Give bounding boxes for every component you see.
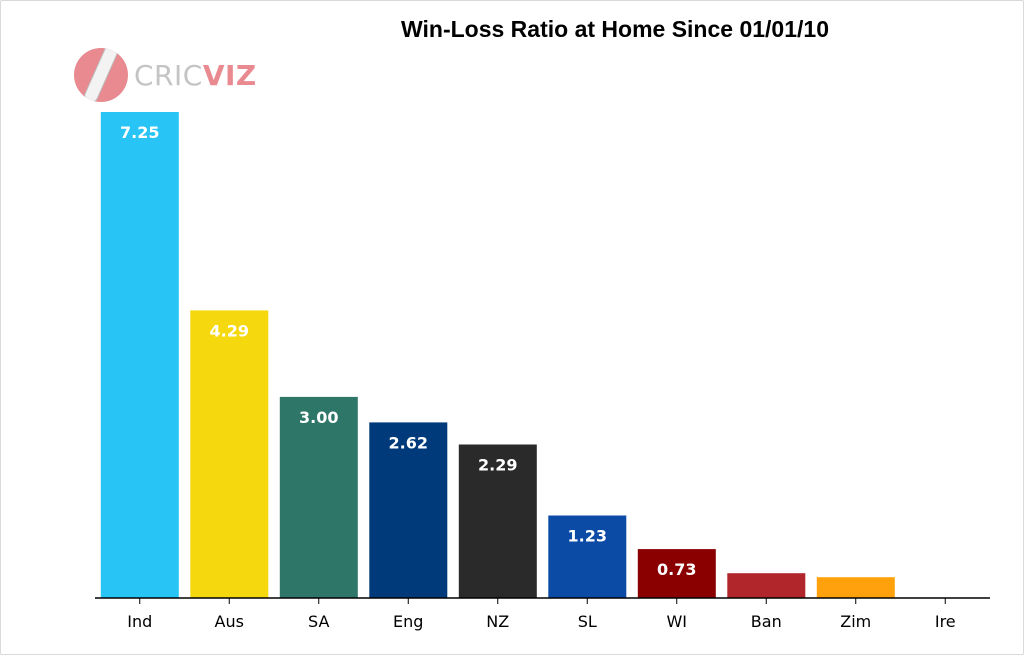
logo-text-plain: CRIC bbox=[134, 58, 203, 92]
cricviz-logo: CRICVIZ bbox=[74, 46, 257, 104]
bar-value-label: 7.25 bbox=[120, 123, 159, 142]
x-tick-label: Ind bbox=[127, 612, 152, 631]
bar-aus bbox=[190, 310, 269, 598]
bar-wi bbox=[637, 549, 716, 598]
logo-text-bold: VIZ bbox=[202, 58, 257, 92]
x-tick-label: Ban bbox=[751, 612, 782, 631]
bar-sa bbox=[279, 396, 358, 598]
x-tick-label: SL bbox=[578, 612, 597, 631]
x-tick-label: Eng bbox=[393, 612, 423, 631]
bar-value-label: 2.62 bbox=[389, 433, 428, 452]
bar-ban bbox=[727, 573, 806, 598]
logo-text: CRICVIZ bbox=[134, 59, 257, 92]
x-tick-label: Aus bbox=[215, 612, 244, 631]
bar-value-label: 0.73 bbox=[657, 560, 696, 579]
bar-value-label: 1.23 bbox=[568, 527, 607, 546]
chart-title: Win-Loss Ratio at Home Since 01/01/10 bbox=[401, 16, 829, 42]
bar-value-label: 3.00 bbox=[299, 408, 338, 427]
bar-zim bbox=[816, 577, 895, 598]
bar-eng bbox=[369, 422, 448, 598]
x-tick-label: Ire bbox=[935, 612, 956, 631]
x-tick-label: Zim bbox=[840, 612, 871, 631]
x-tick-label: WI bbox=[666, 612, 687, 631]
cricket-bat-logo-icon bbox=[74, 48, 128, 102]
bar-value-label: 2.29 bbox=[478, 456, 517, 475]
bar-ind bbox=[100, 112, 179, 598]
bar-value-label: 4.29 bbox=[210, 321, 249, 340]
bar-nz bbox=[458, 444, 537, 598]
x-tick-label: NZ bbox=[486, 612, 509, 631]
x-tick-label: SA bbox=[308, 612, 329, 631]
bar-sl bbox=[548, 515, 627, 598]
